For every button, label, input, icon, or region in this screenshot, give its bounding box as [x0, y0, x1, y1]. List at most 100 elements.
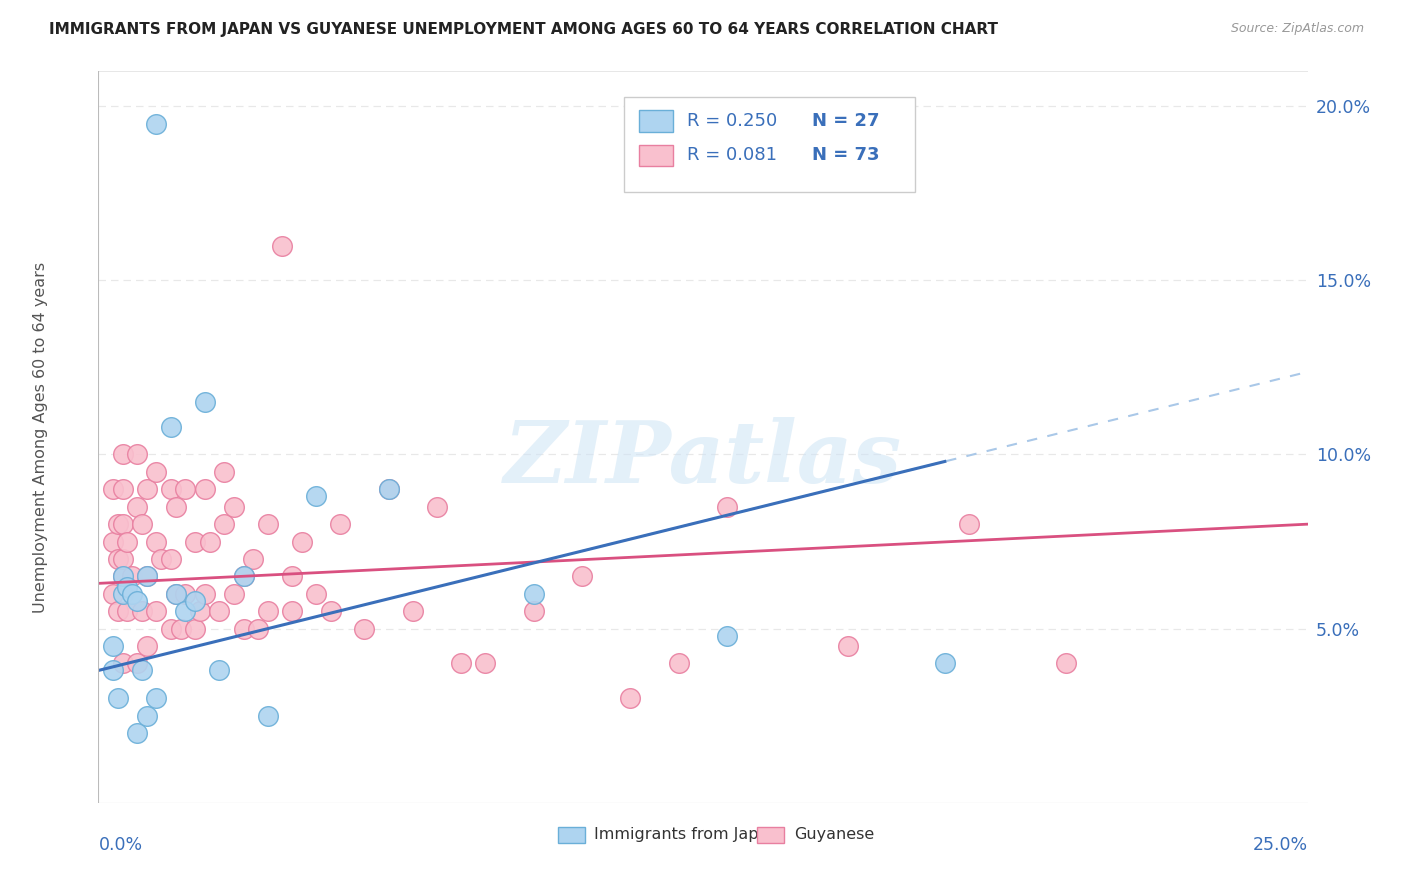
Point: [377, 483, 399, 497]
Text: IMMIGRANTS FROM JAPAN VS GUYANESE UNEMPLOYMENT AMONG AGES 60 TO 64 YEARS CORRELA: IMMIGRANTS FROM JAPAN VS GUYANESE UNEMPL…: [49, 22, 998, 37]
Point: [716, 500, 738, 514]
Point: [111, 483, 134, 497]
Point: [145, 534, 167, 549]
Text: N = 27: N = 27: [811, 112, 879, 130]
Point: [232, 622, 254, 636]
FancyBboxPatch shape: [624, 97, 915, 192]
Point: [121, 587, 143, 601]
Text: N = 73: N = 73: [811, 146, 879, 164]
Point: [305, 489, 328, 503]
Point: [934, 657, 956, 671]
Point: [127, 448, 149, 462]
Point: [131, 604, 153, 618]
Point: [222, 587, 245, 601]
Point: [232, 569, 254, 583]
Point: [208, 664, 231, 678]
Point: [101, 534, 124, 549]
Point: [131, 517, 153, 532]
Point: [135, 483, 157, 497]
Point: [242, 552, 264, 566]
Point: [329, 517, 352, 532]
Point: [1054, 657, 1077, 671]
Point: [194, 587, 217, 601]
Point: [160, 483, 183, 497]
Point: [165, 587, 187, 601]
Point: [135, 569, 157, 583]
Point: [474, 657, 496, 671]
Point: [184, 534, 207, 549]
Point: [111, 552, 134, 566]
Point: [957, 517, 980, 532]
Point: [619, 691, 641, 706]
Point: [232, 569, 254, 583]
Point: [111, 587, 134, 601]
Text: 25.0%: 25.0%: [1253, 836, 1308, 854]
Text: ZIPatlas: ZIPatlas: [503, 417, 903, 500]
Point: [716, 629, 738, 643]
Point: [101, 664, 124, 678]
Point: [212, 465, 235, 479]
Point: [426, 500, 449, 514]
Bar: [558, 827, 585, 843]
Point: [127, 500, 149, 514]
Point: [184, 622, 207, 636]
Point: [145, 465, 167, 479]
Text: R = 0.250: R = 0.250: [688, 112, 778, 130]
Point: [150, 552, 173, 566]
Point: [121, 569, 143, 583]
Point: [319, 604, 342, 618]
Point: [222, 500, 245, 514]
Point: [111, 517, 134, 532]
Point: [101, 587, 124, 601]
Point: [160, 622, 183, 636]
Point: [377, 483, 399, 497]
Point: [107, 552, 129, 566]
Point: [160, 552, 183, 566]
Bar: [638, 110, 673, 132]
Point: [160, 419, 183, 434]
Point: [281, 569, 304, 583]
Point: [353, 622, 375, 636]
Point: [837, 639, 859, 653]
Point: [135, 569, 157, 583]
Point: [107, 691, 129, 706]
Point: [184, 594, 207, 608]
Point: [111, 448, 134, 462]
Point: [212, 517, 235, 532]
Point: [402, 604, 425, 618]
Point: [107, 604, 129, 618]
Text: 0.0%: 0.0%: [98, 836, 142, 854]
Bar: [758, 827, 785, 843]
Point: [174, 604, 197, 618]
Point: [571, 569, 593, 583]
Point: [194, 483, 217, 497]
Point: [208, 604, 231, 618]
Point: [188, 604, 211, 618]
Point: [174, 587, 197, 601]
Point: [194, 395, 217, 409]
Point: [165, 500, 187, 514]
Point: [135, 639, 157, 653]
Point: [668, 657, 690, 671]
Point: [127, 726, 149, 740]
Point: [198, 534, 221, 549]
Point: [523, 604, 546, 618]
Bar: [638, 145, 673, 167]
Point: [127, 657, 149, 671]
Text: Source: ZipAtlas.com: Source: ZipAtlas.com: [1230, 22, 1364, 36]
Point: [145, 604, 167, 618]
Point: [117, 580, 139, 594]
Point: [111, 657, 134, 671]
Point: [290, 534, 312, 549]
Point: [107, 517, 129, 532]
Point: [135, 708, 157, 723]
Point: [101, 483, 124, 497]
Point: [111, 569, 134, 583]
Point: [117, 604, 139, 618]
Point: [165, 587, 187, 601]
Point: [131, 664, 153, 678]
Text: Immigrants from Japan: Immigrants from Japan: [595, 828, 779, 842]
Point: [169, 622, 191, 636]
Point: [174, 483, 197, 497]
Point: [145, 691, 167, 706]
